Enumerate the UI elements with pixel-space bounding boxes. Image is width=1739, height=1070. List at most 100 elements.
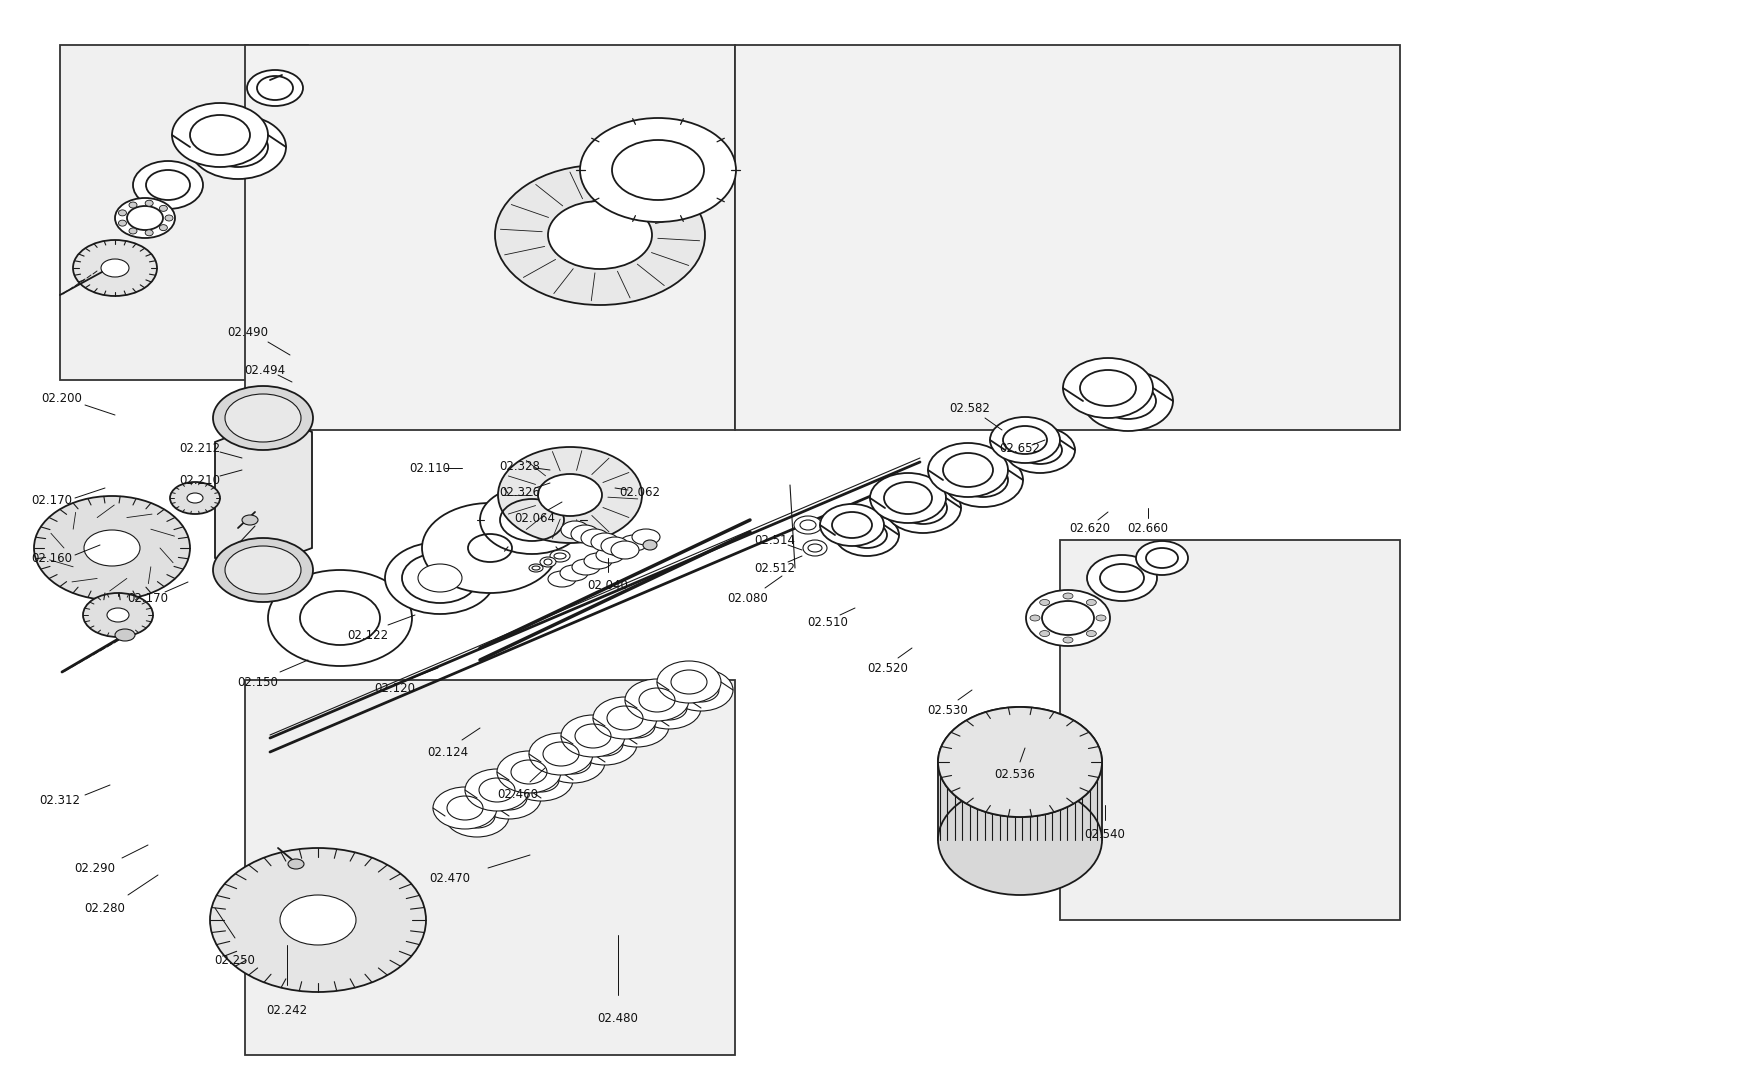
Text: 02.510: 02.510 bbox=[807, 615, 849, 628]
Ellipse shape bbox=[581, 529, 609, 547]
Ellipse shape bbox=[1063, 593, 1073, 599]
Ellipse shape bbox=[1082, 371, 1172, 431]
Ellipse shape bbox=[224, 546, 301, 594]
Ellipse shape bbox=[819, 504, 883, 546]
Text: 02.080: 02.080 bbox=[727, 592, 769, 605]
Text: 02.480: 02.480 bbox=[596, 1011, 638, 1024]
Ellipse shape bbox=[579, 118, 736, 221]
Ellipse shape bbox=[242, 515, 257, 525]
Ellipse shape bbox=[560, 715, 624, 756]
Ellipse shape bbox=[643, 540, 657, 550]
Ellipse shape bbox=[1085, 599, 1096, 606]
Text: 02.530: 02.530 bbox=[927, 703, 969, 717]
Text: 02.620: 02.620 bbox=[1069, 521, 1109, 535]
Ellipse shape bbox=[476, 777, 541, 819]
Ellipse shape bbox=[539, 557, 556, 567]
Polygon shape bbox=[245, 45, 734, 430]
Ellipse shape bbox=[423, 503, 558, 593]
Text: 02.120: 02.120 bbox=[374, 682, 416, 694]
Ellipse shape bbox=[1029, 615, 1040, 621]
Text: 02.328: 02.328 bbox=[499, 459, 541, 473]
Text: 02.512: 02.512 bbox=[755, 562, 795, 575]
Ellipse shape bbox=[572, 559, 600, 575]
Polygon shape bbox=[734, 45, 1400, 430]
Text: 02.494: 02.494 bbox=[243, 364, 285, 377]
Ellipse shape bbox=[943, 453, 1023, 507]
Ellipse shape bbox=[668, 669, 732, 710]
Ellipse shape bbox=[870, 473, 946, 523]
Text: 02.514: 02.514 bbox=[755, 534, 795, 547]
Text: 02.536: 02.536 bbox=[995, 768, 1035, 781]
Ellipse shape bbox=[835, 514, 899, 556]
Polygon shape bbox=[59, 45, 308, 380]
Ellipse shape bbox=[280, 895, 356, 945]
Ellipse shape bbox=[83, 530, 139, 566]
Ellipse shape bbox=[937, 707, 1101, 817]
Text: 02.210: 02.210 bbox=[179, 474, 221, 487]
Ellipse shape bbox=[560, 565, 588, 581]
Text: 02.242: 02.242 bbox=[266, 1004, 308, 1016]
Ellipse shape bbox=[494, 165, 704, 305]
Ellipse shape bbox=[212, 386, 313, 450]
Ellipse shape bbox=[417, 564, 463, 592]
Ellipse shape bbox=[591, 533, 619, 551]
Text: 02.170: 02.170 bbox=[127, 592, 169, 605]
Ellipse shape bbox=[610, 541, 638, 559]
Ellipse shape bbox=[101, 259, 129, 277]
Text: 02.582: 02.582 bbox=[949, 401, 989, 414]
Ellipse shape bbox=[268, 570, 412, 666]
Ellipse shape bbox=[631, 529, 659, 545]
Ellipse shape bbox=[1040, 630, 1049, 637]
Ellipse shape bbox=[144, 230, 153, 235]
Text: 02.212: 02.212 bbox=[179, 442, 221, 455]
Ellipse shape bbox=[885, 483, 960, 533]
Ellipse shape bbox=[541, 742, 605, 783]
Ellipse shape bbox=[402, 553, 478, 603]
Ellipse shape bbox=[165, 215, 172, 221]
Ellipse shape bbox=[605, 705, 668, 747]
Ellipse shape bbox=[510, 759, 572, 801]
Text: 02.312: 02.312 bbox=[40, 794, 80, 807]
Text: 02.250: 02.250 bbox=[214, 953, 256, 966]
Ellipse shape bbox=[172, 103, 268, 167]
Ellipse shape bbox=[115, 629, 136, 641]
Text: 02.652: 02.652 bbox=[998, 442, 1040, 455]
Ellipse shape bbox=[106, 608, 129, 622]
Ellipse shape bbox=[212, 538, 313, 602]
Ellipse shape bbox=[118, 220, 127, 226]
Ellipse shape bbox=[550, 550, 570, 562]
Ellipse shape bbox=[224, 394, 301, 442]
Ellipse shape bbox=[129, 228, 137, 234]
Text: 02.290: 02.290 bbox=[75, 861, 115, 874]
Text: 02.280: 02.280 bbox=[85, 902, 125, 915]
Ellipse shape bbox=[927, 443, 1007, 496]
Ellipse shape bbox=[73, 240, 157, 296]
Ellipse shape bbox=[190, 114, 285, 179]
Text: 02.470: 02.470 bbox=[430, 871, 470, 885]
Text: 02.460: 02.460 bbox=[497, 789, 537, 801]
Ellipse shape bbox=[144, 200, 153, 207]
Ellipse shape bbox=[584, 553, 612, 569]
Ellipse shape bbox=[247, 70, 303, 106]
Ellipse shape bbox=[118, 210, 127, 216]
Ellipse shape bbox=[210, 849, 426, 992]
Ellipse shape bbox=[636, 687, 701, 729]
Ellipse shape bbox=[548, 571, 576, 587]
Text: 02.062: 02.062 bbox=[619, 486, 661, 499]
Ellipse shape bbox=[593, 697, 657, 739]
Ellipse shape bbox=[445, 795, 510, 837]
Polygon shape bbox=[937, 762, 1101, 862]
Ellipse shape bbox=[570, 525, 598, 542]
Ellipse shape bbox=[619, 535, 647, 551]
Text: 02.160: 02.160 bbox=[31, 551, 73, 565]
Ellipse shape bbox=[129, 202, 137, 208]
Ellipse shape bbox=[433, 788, 497, 829]
Ellipse shape bbox=[35, 496, 190, 600]
Ellipse shape bbox=[657, 661, 720, 703]
Polygon shape bbox=[216, 418, 311, 572]
Ellipse shape bbox=[624, 679, 689, 721]
Ellipse shape bbox=[548, 201, 652, 269]
Text: 02.110: 02.110 bbox=[409, 461, 450, 474]
Ellipse shape bbox=[802, 540, 826, 556]
Ellipse shape bbox=[560, 521, 590, 539]
